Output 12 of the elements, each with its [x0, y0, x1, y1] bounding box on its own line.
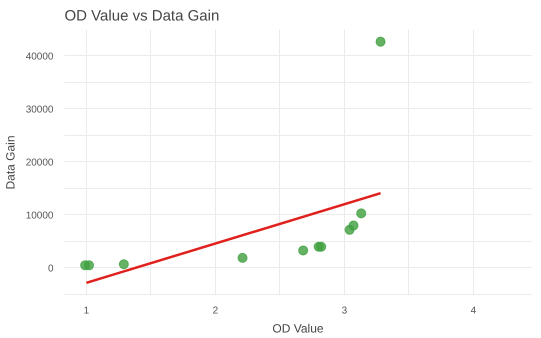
x-tick-label: 1 — [84, 306, 90, 316]
y-tick-label: 20000 — [26, 157, 54, 168]
y-tick-label: 30000 — [26, 104, 54, 116]
y-axis-title: Data Gain — [4, 135, 18, 190]
x-tick-label: 3 — [342, 306, 348, 316]
x-tick-label: 2 — [212, 306, 219, 316]
x-axis-title: OD Value — [272, 322, 324, 336]
y-tick-label: 40000 — [26, 51, 54, 62]
y-tick-label: 10000 — [26, 210, 54, 222]
chart-title: OD Value vs Data Gain — [64, 8, 220, 24]
x-tick-label: 4 — [470, 306, 477, 316]
y-tick-label: 0 — [48, 263, 54, 274]
